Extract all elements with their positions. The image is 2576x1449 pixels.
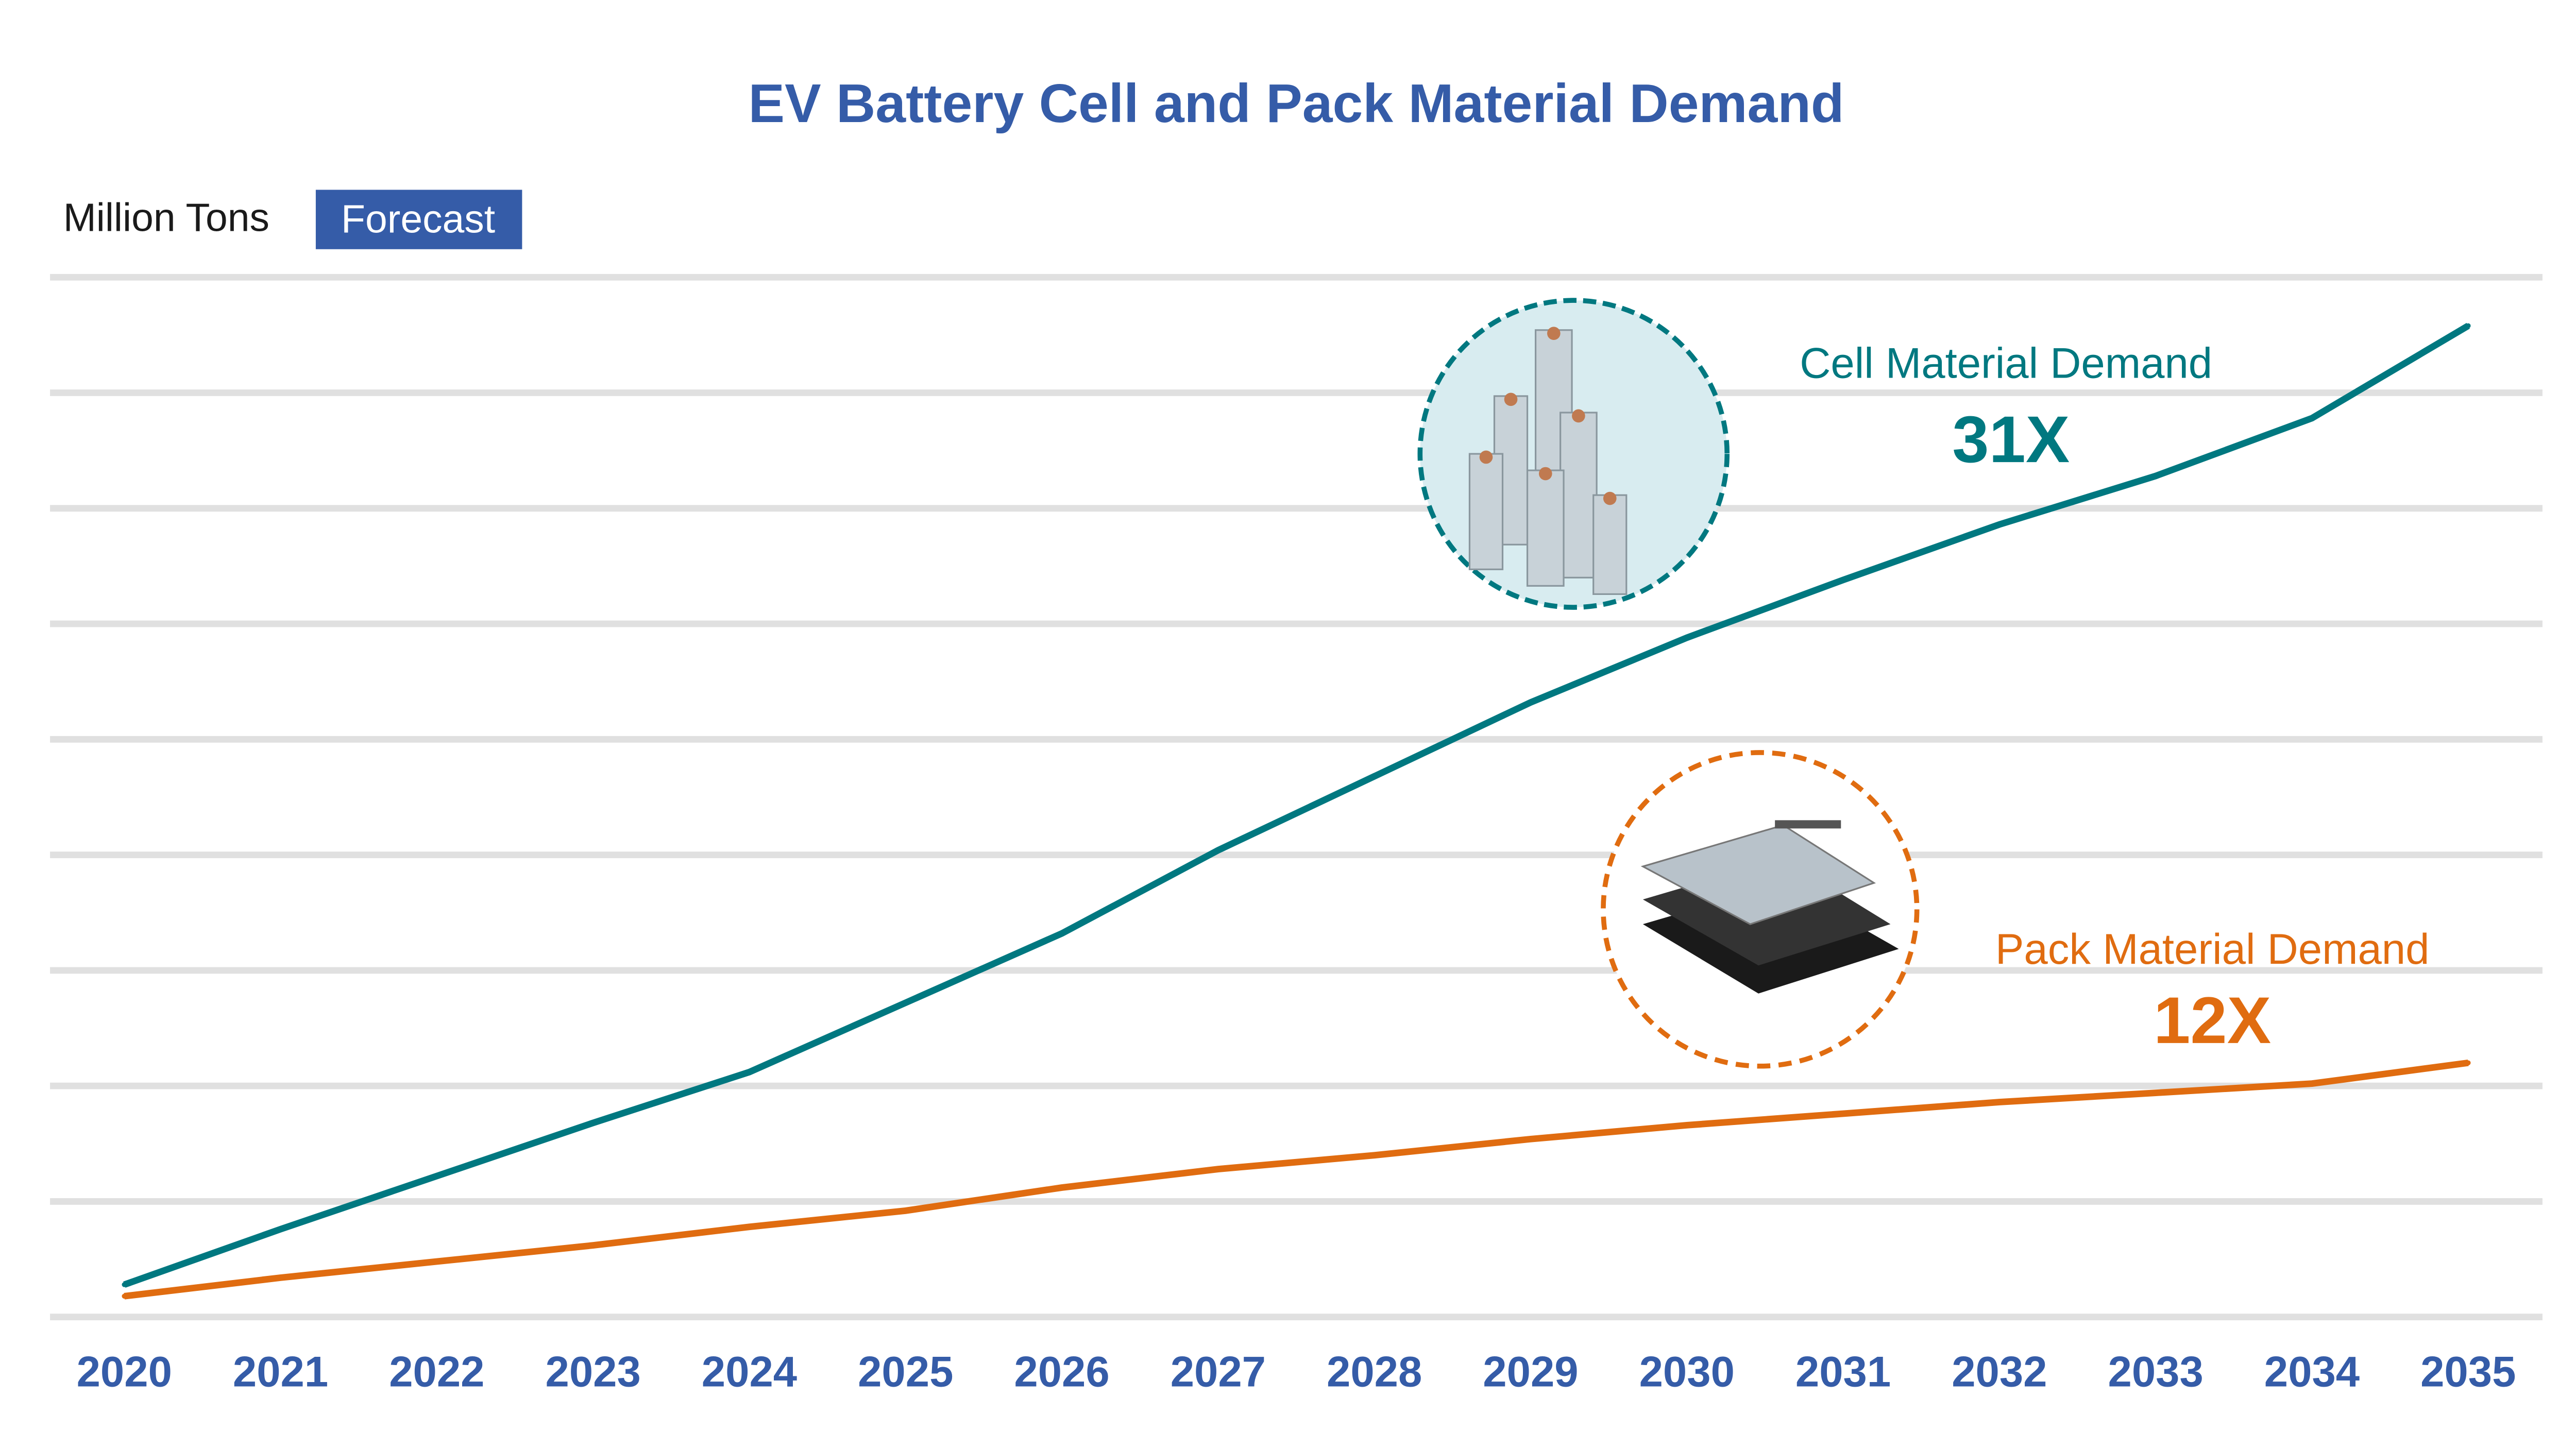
data-point xyxy=(1528,700,1533,705)
data-point xyxy=(122,1293,127,1299)
data-point xyxy=(1840,577,1846,583)
data-point xyxy=(903,1208,908,1214)
data-point xyxy=(2309,1081,2315,1086)
data-point xyxy=(278,1226,283,1232)
x-tick-label: 2027 xyxy=(1171,1348,1266,1395)
data-point xyxy=(1215,847,1221,853)
data-point xyxy=(1684,1122,1690,1128)
cell-multiplier: 31X xyxy=(1952,403,2070,476)
data-point xyxy=(1528,1136,1533,1142)
data-point xyxy=(1684,635,1690,640)
data-point xyxy=(2465,323,2471,329)
data-point xyxy=(2153,473,2158,479)
data-point xyxy=(590,1242,596,1248)
data-point xyxy=(1215,1166,1221,1172)
chart-title: EV Battery Cell and Pack Material Demand xyxy=(749,73,1844,134)
x-tick-label: 2026 xyxy=(1014,1348,1109,1395)
data-point xyxy=(1997,522,2002,527)
battery-cells-icon xyxy=(1417,298,1730,610)
x-tick-label: 2035 xyxy=(2420,1348,2516,1395)
unit-label: Million Tons xyxy=(63,196,269,240)
data-point xyxy=(2465,1060,2471,1066)
x-tick-label: 2020 xyxy=(77,1348,172,1395)
x-tick-label: 2021 xyxy=(233,1348,328,1395)
data-point xyxy=(434,1259,439,1264)
data-point xyxy=(1059,931,1064,936)
data-point xyxy=(278,1275,283,1281)
pack-series-label: Pack Material Demand xyxy=(1995,925,2430,973)
data-point xyxy=(122,1282,127,1287)
x-tick-label: 2030 xyxy=(1639,1348,1735,1395)
data-point xyxy=(434,1173,439,1179)
forecast-badge xyxy=(315,190,522,249)
x-tick-label: 2022 xyxy=(389,1348,484,1395)
data-point xyxy=(903,1000,908,1005)
data-point xyxy=(747,1224,752,1230)
data-point xyxy=(1371,774,1377,779)
x-tick-label: 2033 xyxy=(2108,1348,2204,1395)
series-line-pack xyxy=(124,1059,2469,1300)
data-point xyxy=(1371,1152,1377,1158)
data-point xyxy=(590,1120,596,1126)
x-tick-label: 2028 xyxy=(1327,1348,1422,1395)
data-point xyxy=(1059,1185,1064,1190)
x-tick-label: 2032 xyxy=(1952,1348,2047,1395)
x-tick-label: 2024 xyxy=(702,1348,797,1395)
x-tick-label: 2025 xyxy=(858,1348,953,1395)
battery-pack-icon xyxy=(1601,750,1920,1069)
x-tick-label: 2029 xyxy=(1483,1348,1578,1395)
pack-multiplier: 12X xyxy=(2154,984,2271,1058)
x-tick-label: 2023 xyxy=(546,1348,641,1395)
data-point xyxy=(747,1069,752,1075)
data-point xyxy=(1840,1111,1846,1116)
data-point xyxy=(2153,1090,2158,1096)
series-line-cell xyxy=(123,322,2470,1288)
x-tick-label: 2034 xyxy=(2264,1348,2360,1395)
x-tick-label: 2031 xyxy=(1795,1348,1891,1395)
data-point xyxy=(1997,1099,2002,1105)
forecast-badge-label: Forecast xyxy=(341,197,495,242)
cell-series-label: Cell Material Demand xyxy=(1800,339,2212,387)
data-point xyxy=(2309,416,2315,421)
